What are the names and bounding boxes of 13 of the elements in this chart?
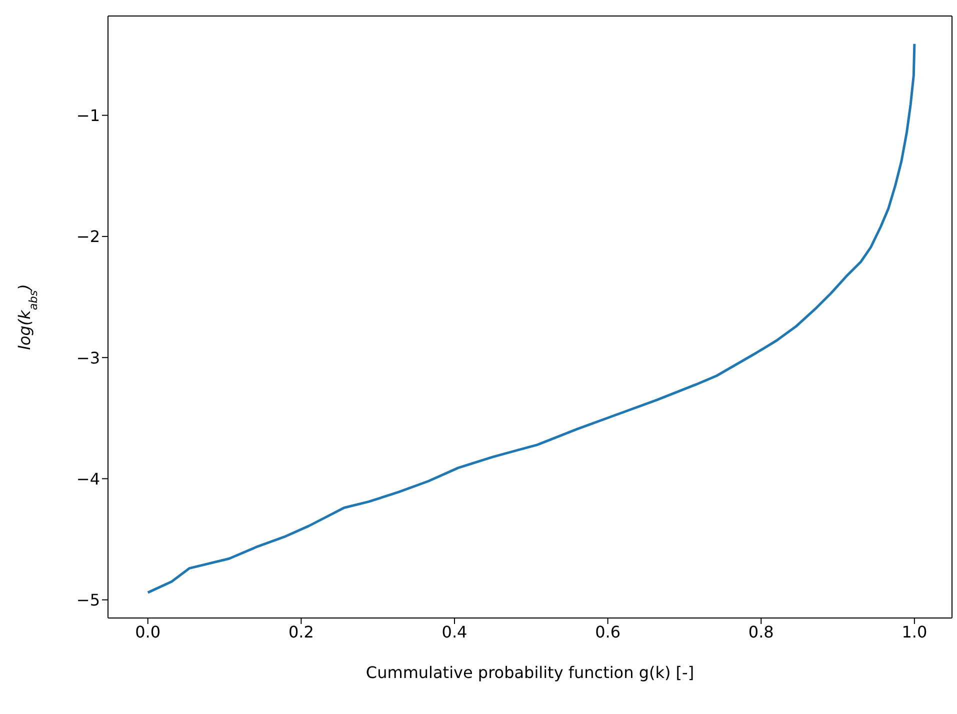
- line-series: [146, 42, 916, 594]
- y-tick-label: −4: [76, 469, 100, 488]
- y-tick-label: −2: [76, 227, 100, 246]
- x-tick-label: 1.0: [902, 622, 928, 642]
- x-tick-label: 0.2: [288, 622, 314, 642]
- x-tick-label: 0.4: [442, 622, 468, 642]
- y-tick-label: −3: [76, 348, 100, 368]
- x-tick-label: 0.0: [135, 622, 161, 642]
- y-tick-label: −5: [76, 590, 100, 610]
- x-tick-label: 0.6: [595, 622, 621, 642]
- y-tick-label: −1: [76, 106, 100, 126]
- x-axis-title: Cummulative probability function g(k) [-]: [366, 663, 694, 682]
- x-tick-label: 0.8: [748, 622, 774, 642]
